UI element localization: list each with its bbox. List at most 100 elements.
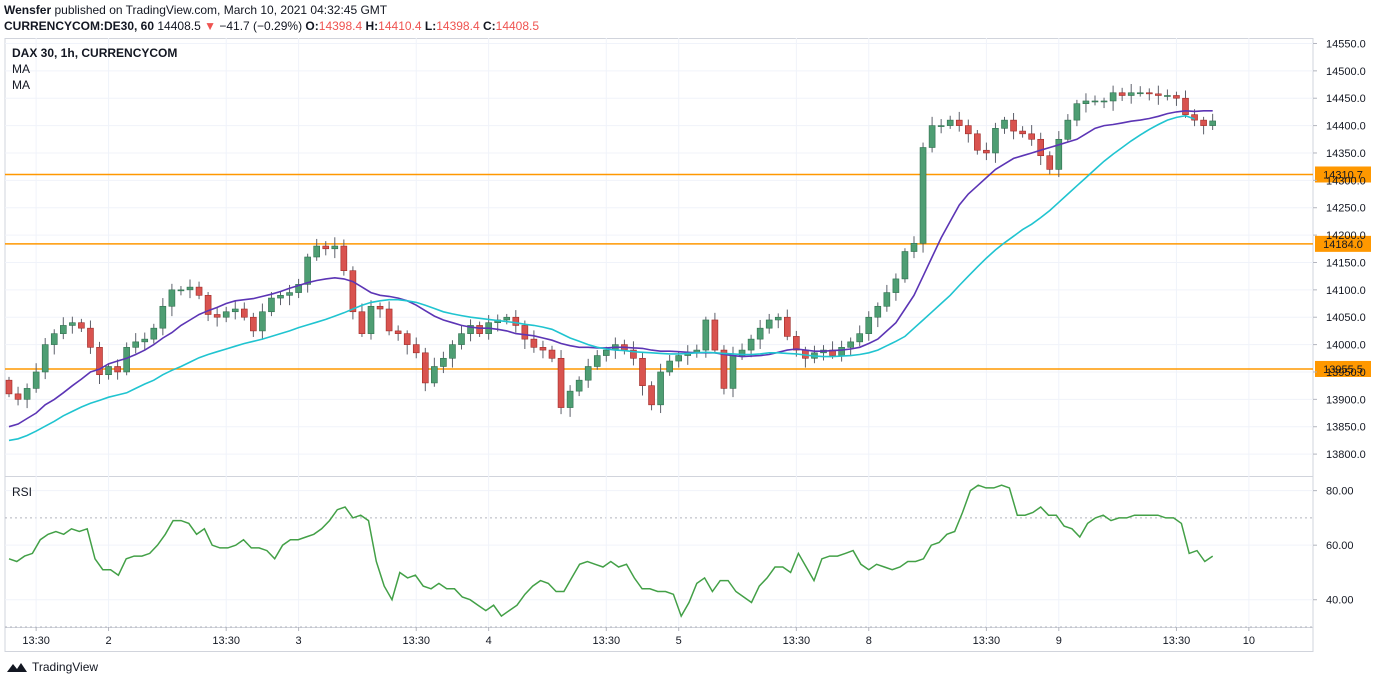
candle-body — [96, 347, 103, 376]
candle-body — [412, 344, 420, 354]
price-tick-label: 14400.0 — [1326, 121, 1366, 133]
candle-body — [277, 295, 284, 299]
candle-body — [1001, 119, 1008, 129]
price-tick-label: 14450.0 — [1326, 93, 1366, 105]
candle-body — [141, 338, 149, 343]
time-tick-label: 9 — [1056, 635, 1062, 647]
down-arrow-icon: ▼ — [204, 19, 216, 33]
time-tick-label: 13:30 — [1163, 635, 1191, 647]
candle-body — [1109, 92, 1117, 102]
time-tick-label: 5 — [676, 635, 682, 647]
time-tick-label: 4 — [486, 635, 492, 647]
grid — [5, 38, 1313, 628]
candle-body — [132, 341, 139, 348]
candle-body — [1173, 95, 1180, 99]
price-tick-label: 14150.0 — [1326, 257, 1366, 269]
candle-body — [530, 338, 538, 348]
candle-body — [503, 316, 511, 321]
candle-body — [431, 366, 438, 384]
candle-body — [865, 316, 873, 334]
candle-body — [738, 349, 746, 356]
time-tick-label: 13:30 — [22, 635, 50, 647]
price-tick-label: 13900.0 — [1326, 394, 1366, 406]
candle-body — [376, 305, 384, 310]
candle-body — [630, 349, 637, 359]
candle-body — [440, 357, 447, 367]
candle-body — [539, 347, 547, 351]
ma-fast-line — [8, 109, 1213, 428]
brand-name: TradingView — [32, 660, 99, 674]
candle-body — [729, 355, 737, 389]
candle-body — [856, 333, 864, 343]
candle-body — [892, 278, 900, 293]
candle-body — [403, 333, 411, 345]
candle-body — [783, 316, 791, 337]
level-price-label: 13955.5 — [1323, 364, 1363, 376]
symbol-label: CURRENCYCOM:DE30, 60 — [4, 19, 155, 33]
candle-body — [195, 286, 203, 296]
candle-body — [1064, 119, 1072, 140]
price-axis[interactable]: 13800.0 13850.0 13900.0 13950.0 14000.0 14050… — [1313, 38, 1366, 607]
candle-body — [114, 366, 121, 373]
candle-body — [150, 327, 158, 340]
candle-body — [322, 245, 330, 250]
candle-body — [756, 327, 764, 340]
time-tick-label: 10 — [1243, 635, 1255, 647]
time-tick-label: 2 — [105, 635, 111, 647]
candle-body — [557, 357, 565, 408]
candle-body — [955, 119, 963, 126]
candle-body — [78, 322, 85, 329]
footer-brand[interactable]: TradingView — [6, 660, 98, 674]
level-price-label: 14310.7 — [1323, 169, 1363, 181]
candle-body — [1182, 97, 1189, 115]
candle-body — [1010, 119, 1017, 132]
candle-body — [702, 319, 710, 351]
candle-body — [720, 349, 728, 389]
candle-body — [747, 338, 755, 351]
candle-body — [32, 371, 40, 389]
level-price-tag — [1315, 166, 1371, 183]
candle-body — [286, 292, 293, 296]
time-axis[interactable]: 13:30 2 13:30 3 13:30 4 13:30 5 13:30 8 13:30 9 13:3… — [22, 627, 1255, 647]
rsi-pane — [8, 484, 1214, 618]
candle-body — [168, 289, 176, 307]
close-value: 14408.5 — [495, 19, 540, 33]
candle-body — [992, 128, 999, 154]
price-tick-label: 14300.0 — [1326, 175, 1366, 187]
time-tick-label: 13:30 — [402, 635, 430, 647]
time-tick-label: 13:30 — [973, 635, 1001, 647]
candles — [5, 83, 1216, 417]
candle-body — [566, 390, 574, 408]
moving-averages — [8, 109, 1213, 442]
candle-body — [259, 311, 266, 332]
candle-body — [14, 393, 22, 400]
candle-body — [1046, 155, 1054, 170]
candle-body — [512, 316, 520, 326]
price-tick-label: 14100.0 — [1326, 285, 1366, 297]
level-price-tag — [1315, 360, 1371, 377]
symbol-ohlc-line: CURRENCYCOM:DE30, 60 14408.5 ▼ −41.7 (−0… — [4, 19, 539, 33]
candle-body — [222, 311, 230, 318]
candle-body — [1155, 93, 1162, 96]
candle-body — [919, 147, 927, 244]
candle-body — [584, 366, 592, 381]
candle-body — [847, 341, 854, 348]
candle-body — [340, 245, 348, 271]
time-tick-label: 8 — [866, 635, 872, 647]
level-price-label: 14184.0 — [1323, 239, 1363, 251]
candle-body — [838, 347, 845, 356]
candle-body — [159, 305, 167, 329]
tradingview-logo-icon — [7, 663, 27, 672]
candle-body — [177, 289, 185, 292]
horizontal-levels[interactable]: 14310.7 14184.0 13955.5 — [5, 166, 1371, 377]
low-value: 14398.4 — [436, 19, 480, 33]
price-tick-label: 13850.0 — [1326, 422, 1366, 434]
candle-body — [793, 336, 800, 351]
price-tick-label: 14550.0 — [1326, 38, 1366, 50]
candle-body — [774, 316, 782, 321]
candle-body — [1164, 95, 1171, 97]
candle-body — [648, 385, 655, 406]
candle-body — [964, 125, 972, 135]
price-tick-label: 14250.0 — [1326, 203, 1366, 215]
